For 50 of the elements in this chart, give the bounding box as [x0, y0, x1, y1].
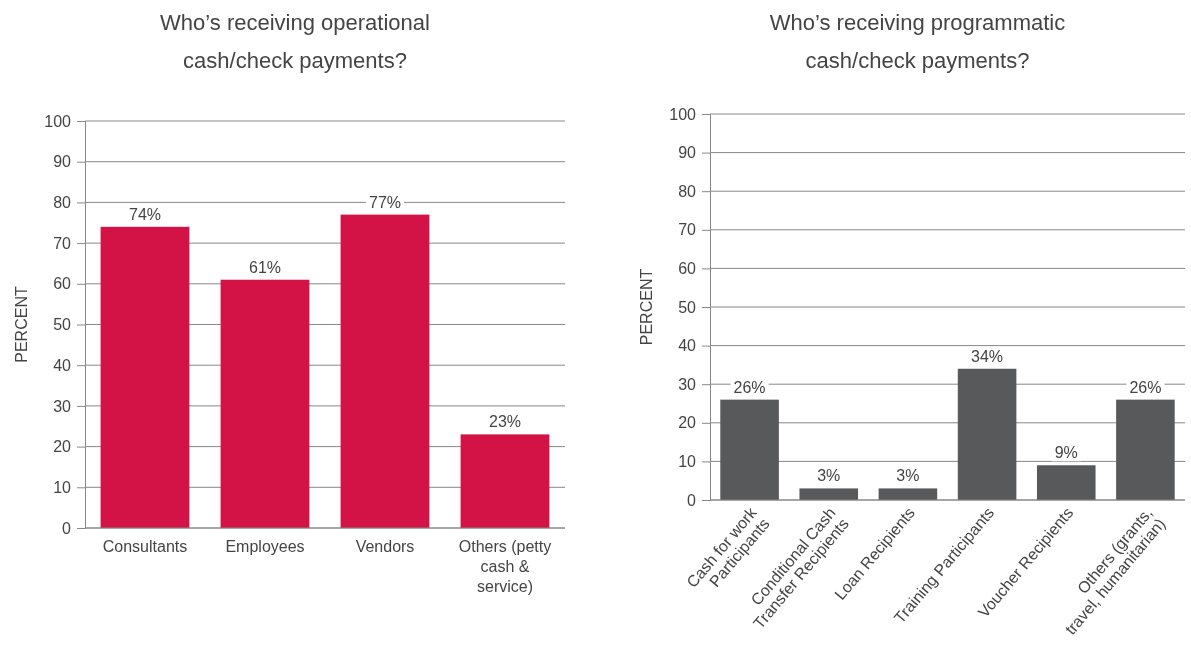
chart-title: Who’s receiving programmatic cash/check payments? [769, 10, 1066, 73]
data-label: 3% [817, 467, 841, 485]
y-tick-label: 80 [53, 194, 72, 212]
bar [220, 279, 310, 528]
data-label: 61% [248, 258, 282, 276]
bar [957, 368, 1017, 500]
y-tick-label: 60 [678, 260, 697, 278]
y-tick-label: 50 [678, 298, 697, 316]
y-tick-label: 30 [678, 375, 697, 393]
y-tick-label: 90 [53, 153, 72, 171]
y-tick-label: 70 [53, 234, 72, 252]
y-tick-label: 50 [53, 316, 72, 334]
y-axis-title: PERCENT [638, 268, 655, 346]
data-label: 9% [1054, 444, 1078, 462]
data-label: 23% [488, 413, 522, 431]
y-tick-label: 10 [678, 453, 697, 471]
y-axis-title: PERCENT [13, 286, 30, 363]
data-label: 34% [971, 347, 1004, 365]
data-label: 77% [368, 193, 402, 211]
bar [799, 488, 859, 500]
y-tick-label: 20 [678, 414, 697, 432]
y-tick-label: 0 [687, 491, 697, 509]
data-label: 26% [733, 378, 766, 396]
y-tick-label: 70 [678, 221, 697, 239]
y-tick-label: 30 [53, 397, 72, 415]
chart-title: Who’s receiving operational cash/check payments? [160, 10, 430, 73]
bar [1036, 465, 1096, 500]
y-tick-label: 100 [669, 105, 697, 123]
data-label: 3% [896, 467, 920, 485]
bar [460, 434, 550, 528]
y-tick-label: 40 [678, 337, 697, 355]
bar [878, 488, 938, 500]
data-label: 74% [128, 205, 162, 223]
data-label: 26% [1129, 378, 1162, 396]
bar [340, 214, 430, 528]
y-tick-label: 0 [62, 519, 72, 537]
y-tick-label: 90 [678, 144, 697, 162]
y-tick-label: 40 [53, 356, 72, 374]
bar [100, 226, 190, 528]
y-tick-label: 60 [53, 275, 72, 293]
x-tick-label: Consultants [102, 538, 188, 555]
x-tick-label: Vendors [355, 538, 415, 555]
bar [1116, 399, 1175, 500]
x-tick-label: Others (petty cash & service) [458, 538, 552, 595]
y-tick-label: 10 [53, 478, 72, 496]
y-tick-label: 80 [678, 182, 697, 200]
x-tick-label: Employees [225, 538, 305, 555]
bar [720, 399, 779, 500]
y-tick-label: 20 [53, 438, 72, 456]
y-tick-label: 100 [44, 112, 72, 130]
